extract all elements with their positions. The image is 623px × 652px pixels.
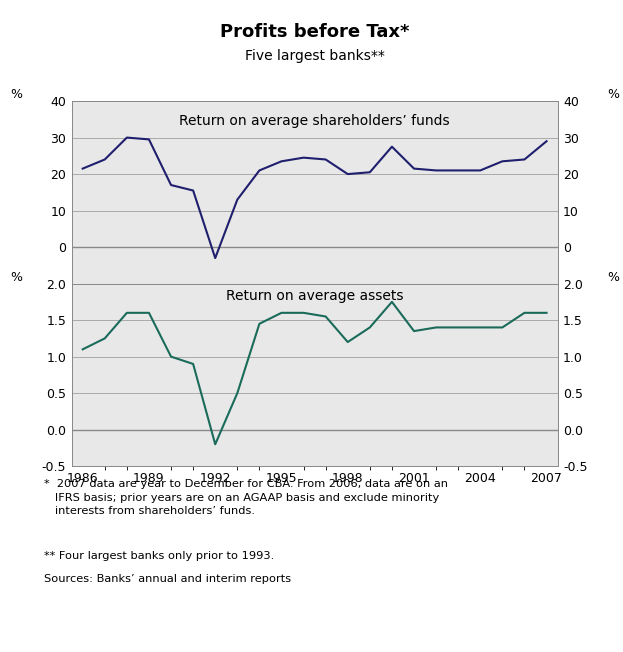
Text: Return on average assets: Return on average assets <box>226 289 403 303</box>
Text: %: % <box>10 88 22 101</box>
Text: %: % <box>607 88 619 101</box>
Text: %: % <box>607 271 619 284</box>
Text: %: % <box>10 271 22 284</box>
Text: Profits before Tax*: Profits before Tax* <box>220 23 409 41</box>
Text: Five largest banks**: Five largest banks** <box>245 49 384 63</box>
Text: Return on average shareholders’ funds: Return on average shareholders’ funds <box>179 114 450 128</box>
Text: Sources: Banks’ annual and interim reports: Sources: Banks’ annual and interim repor… <box>44 574 291 584</box>
Text: *  2007 data are year to December for CBA. From 2006, data are on an
   IFRS bas: * 2007 data are year to December for CBA… <box>44 479 447 516</box>
Text: ** Four largest banks only prior to 1993.: ** Four largest banks only prior to 1993… <box>44 551 274 561</box>
